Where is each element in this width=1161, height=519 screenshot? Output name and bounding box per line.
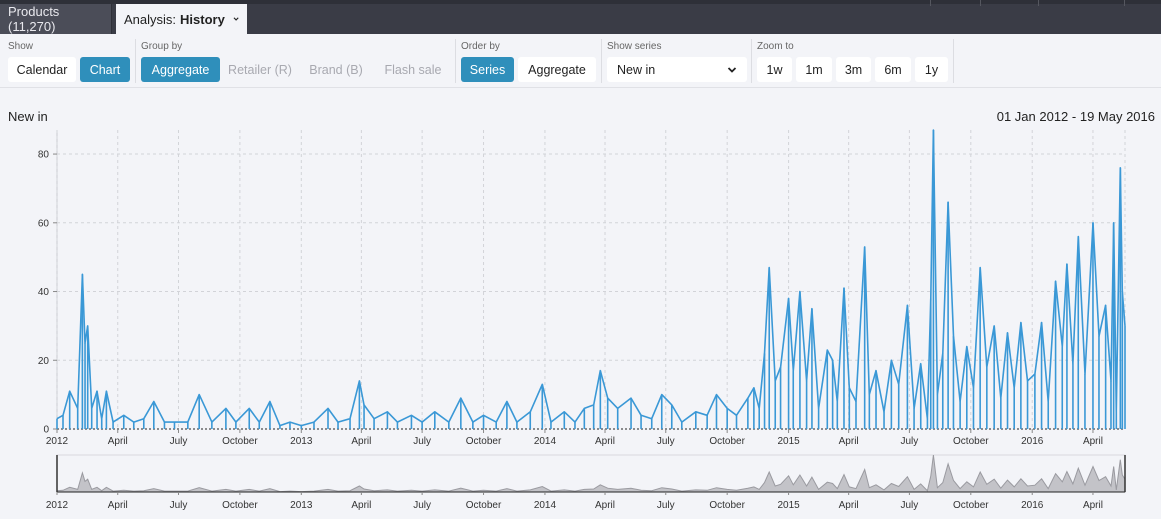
x-tick-label: April	[351, 436, 371, 447]
overview-x-tick-label: 2014	[534, 500, 557, 511]
series-select-value: New in	[617, 62, 656, 77]
x-tick-label: 2016	[1021, 436, 1044, 447]
overview-x-tick-label: 2015	[777, 500, 800, 511]
calendar-button[interactable]: Calendar	[8, 57, 76, 82]
x-tick-label: October	[466, 436, 502, 447]
zoom-3m-button[interactable]: 3m	[836, 57, 871, 82]
toolbar-divider	[135, 39, 136, 83]
y-tick-label: 80	[38, 150, 50, 161]
zoom-1y-button[interactable]: 1y	[915, 57, 948, 82]
show-label: Show	[8, 41, 34, 52]
x-tick-label: 2013	[290, 436, 313, 447]
show-group: Show Calendar Chart	[0, 34, 134, 88]
overview-area	[56, 454, 1126, 493]
x-tick-label: July	[657, 436, 675, 447]
zoom-to-group: Zoom to 1w 1m 3m 6m 1y	[752, 34, 952, 88]
x-tick-label: April	[108, 436, 128, 447]
series-line-new-in	[56, 129, 1126, 427]
toolbar: Show Calendar Chart Group by Aggregate R…	[0, 34, 1161, 88]
chart-title: New in	[8, 109, 48, 124]
chevron-down-icon[interactable]	[233, 14, 239, 24]
top-divider	[1038, 0, 1039, 6]
y-tick-label: 60	[38, 218, 50, 229]
overview-x-tick-label: April	[595, 500, 615, 511]
overview-x-tick-label: April	[351, 500, 371, 511]
order-aggregate-button[interactable]: Aggregate	[518, 57, 596, 82]
x-tick-label: October	[222, 436, 258, 447]
x-tick-label: 2012	[46, 436, 69, 447]
overview-x-tick-label: October	[709, 500, 745, 511]
show-series-group: Show series New in	[602, 34, 750, 88]
zoom-6m-button[interactable]: 6m	[875, 57, 911, 82]
tab-analysis-name: History	[180, 11, 225, 27]
toolbar-divider	[455, 39, 456, 83]
group-aggregate-button[interactable]: Aggregate	[141, 57, 220, 82]
overview-x-axis: 2012 April July October 2013 April July October…	[46, 492, 1103, 511]
tab-products-label: Products (11,270)	[8, 4, 60, 34]
toolbar-divider	[953, 39, 954, 83]
x-tick-label: July	[900, 436, 918, 447]
chevron-down-icon	[727, 67, 737, 73]
x-tick-label: April	[839, 436, 859, 447]
top-divider	[1124, 0, 1125, 6]
y-tick-label: 0	[43, 425, 49, 436]
zoom-1m-button[interactable]: 1m	[796, 57, 832, 82]
retailer-button[interactable]: Retailer (R)	[228, 62, 292, 77]
tab-products[interactable]: Products (11,270)	[0, 4, 112, 34]
flash-sale-button[interactable]: Flash sale	[384, 62, 442, 77]
overview-x-tick-label: July	[900, 500, 918, 511]
overview-x-tick-label: July	[413, 500, 431, 511]
x-tick-label: April	[1083, 436, 1103, 447]
overview-x-tick-label: 2012	[46, 500, 69, 511]
x-tick-label: July	[170, 436, 188, 447]
tab-bar: Products (11,270) Analysis: History	[0, 0, 1161, 34]
x-tick-label: October	[953, 436, 989, 447]
x-tick-label: 2015	[777, 436, 800, 447]
top-divider	[980, 0, 981, 6]
overview-x-tick-label: 2013	[290, 500, 313, 511]
toolbar-divider	[601, 39, 602, 83]
chart-button[interactable]: Chart	[80, 57, 130, 82]
tab-analysis[interactable]: Analysis: History	[116, 4, 247, 34]
series-select[interactable]: New in	[607, 57, 747, 82]
tab-analysis-prefix: Analysis:	[124, 11, 177, 27]
top-divider	[930, 0, 931, 6]
group-by-label: Group by	[141, 41, 183, 52]
group-by-group: Group by Aggregate Retailer (R) Brand (B…	[136, 34, 454, 88]
chart-date-range: 01 Jan 2012 - 19 May 2016	[996, 109, 1155, 124]
zoom-to-label: Zoom to	[757, 41, 794, 52]
y-axis: 0 20 40 60 80	[38, 150, 57, 436]
overview-x-tick-label: July	[657, 500, 675, 511]
order-by-label: Order by	[461, 41, 500, 52]
overview-navigator	[56, 454, 1126, 493]
order-series-button[interactable]: Series	[461, 57, 514, 82]
overview-x-tick-label: 2016	[1021, 500, 1044, 511]
tab-bar-top-strip	[0, 0, 1161, 4]
x-tick-label: October	[709, 436, 745, 447]
series-new-in	[56, 129, 1126, 429]
chart-grid	[56, 130, 1126, 430]
overview-x-tick-label: October	[466, 500, 502, 511]
y-tick-label: 40	[38, 287, 50, 298]
overview-x-tick-label: October	[222, 500, 258, 511]
overview-x-tick-label: April	[1083, 500, 1103, 511]
toolbar-divider	[751, 39, 752, 83]
x-tick-label: 2014	[534, 436, 557, 447]
show-series-label: Show series	[607, 41, 662, 52]
overview-x-tick-label: April	[839, 500, 859, 511]
x-tick-label: July	[413, 436, 431, 447]
brand-button[interactable]: Brand (B)	[309, 62, 363, 77]
overview-x-tick-label: July	[170, 500, 188, 511]
y-tick-label: 20	[38, 356, 50, 367]
zoom-1w-button[interactable]: 1w	[757, 57, 792, 82]
overview-frame	[56, 454, 1126, 493]
overview-x-tick-label: October	[953, 500, 989, 511]
overview-x-tick-label: April	[108, 500, 128, 511]
x-tick-label: April	[595, 436, 615, 447]
order-by-group: Order by Series Aggregate	[456, 34, 600, 88]
x-axis: 2012 April July October 2013 April July October…	[46, 429, 1103, 447]
